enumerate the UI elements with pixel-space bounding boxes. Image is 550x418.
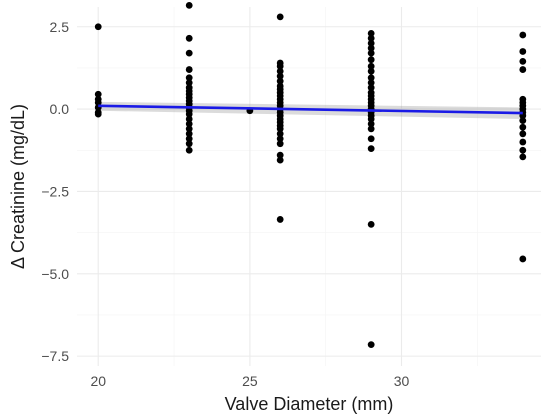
data-point: [367, 220, 375, 228]
y-tick-label: 2.5: [50, 19, 70, 35]
regression-line: [98, 104, 523, 115]
data-point: [276, 216, 284, 223]
data-point: [519, 117, 527, 125]
data-point: [185, 120, 193, 128]
data-point: [276, 156, 284, 164]
data-point: [276, 135, 284, 143]
data-point: [276, 151, 284, 159]
data-point: [276, 77, 284, 85]
data-point: [367, 84, 375, 92]
y-tick-label: 0.0: [50, 101, 70, 117]
data-point: [276, 130, 284, 138]
data-point: [185, 125, 193, 133]
data-point: [185, 49, 193, 57]
data-point: [185, 135, 193, 143]
data-point: [367, 79, 375, 87]
data-point: [276, 72, 284, 80]
data-point: [519, 31, 527, 39]
data-point: [94, 110, 102, 118]
data-point: [519, 138, 527, 146]
data-point: [367, 74, 375, 82]
data-point: [519, 130, 527, 138]
data-point: [367, 49, 375, 57]
data-point: [367, 120, 375, 128]
data-point: [185, 115, 193, 123]
data-point: [367, 56, 375, 64]
data-point: [185, 1, 193, 9]
x-tick-label: 30: [394, 373, 410, 389]
minor-gridlines: [77, 7, 541, 366]
data-point: [276, 140, 284, 148]
data-point: [367, 62, 375, 70]
data-point: [185, 74, 193, 82]
data-point: [94, 99, 102, 106]
data-point: [519, 57, 527, 65]
data-point: [185, 140, 193, 148]
data-point: [367, 145, 375, 153]
major-gridlines: [77, 7, 541, 366]
data-point: [276, 67, 284, 75]
y-tick-label: −2.5: [41, 183, 69, 199]
data-point: [367, 34, 375, 42]
data-point: [519, 255, 527, 263]
data-point: [367, 29, 375, 37]
data-point: [367, 125, 375, 133]
x-axis-title: Valve Diameter (mm): [225, 394, 394, 414]
data-point: [367, 67, 375, 75]
data-point: [367, 341, 375, 348]
data-point: [185, 66, 193, 73]
data-point: [185, 130, 193, 138]
data-point: [519, 48, 527, 55]
x-tick-label: 20: [90, 373, 106, 389]
data-point: [519, 66, 527, 73]
trend-line: [98, 104, 523, 115]
data-point: [367, 39, 375, 47]
data-point: [94, 23, 102, 31]
y-tick-label: −5.0: [41, 266, 69, 282]
data-point: [519, 146, 527, 154]
data-point: [276, 13, 284, 21]
data-point: [185, 79, 193, 87]
data-point: [94, 90, 102, 98]
data-points: [94, 1, 527, 348]
data-point: [185, 34, 193, 42]
data-point: [276, 125, 284, 133]
data-point: [519, 153, 527, 161]
data-point: [367, 115, 375, 123]
data-point: [185, 110, 193, 118]
x-tick-labels: 20 25 30: [90, 373, 409, 389]
y-tick-label: −7.5: [41, 348, 69, 364]
data-point: [276, 62, 284, 70]
data-point: [367, 135, 375, 143]
data-point: [519, 123, 527, 131]
x-tick-label: 25: [242, 373, 258, 389]
y-tick-labels: 2.5 0.0 −2.5 −5.0 −7.5: [41, 19, 69, 364]
y-axis-title: Δ Creatinine (mg/dL): [8, 104, 28, 269]
data-point: [185, 146, 193, 154]
data-point: [367, 44, 375, 52]
